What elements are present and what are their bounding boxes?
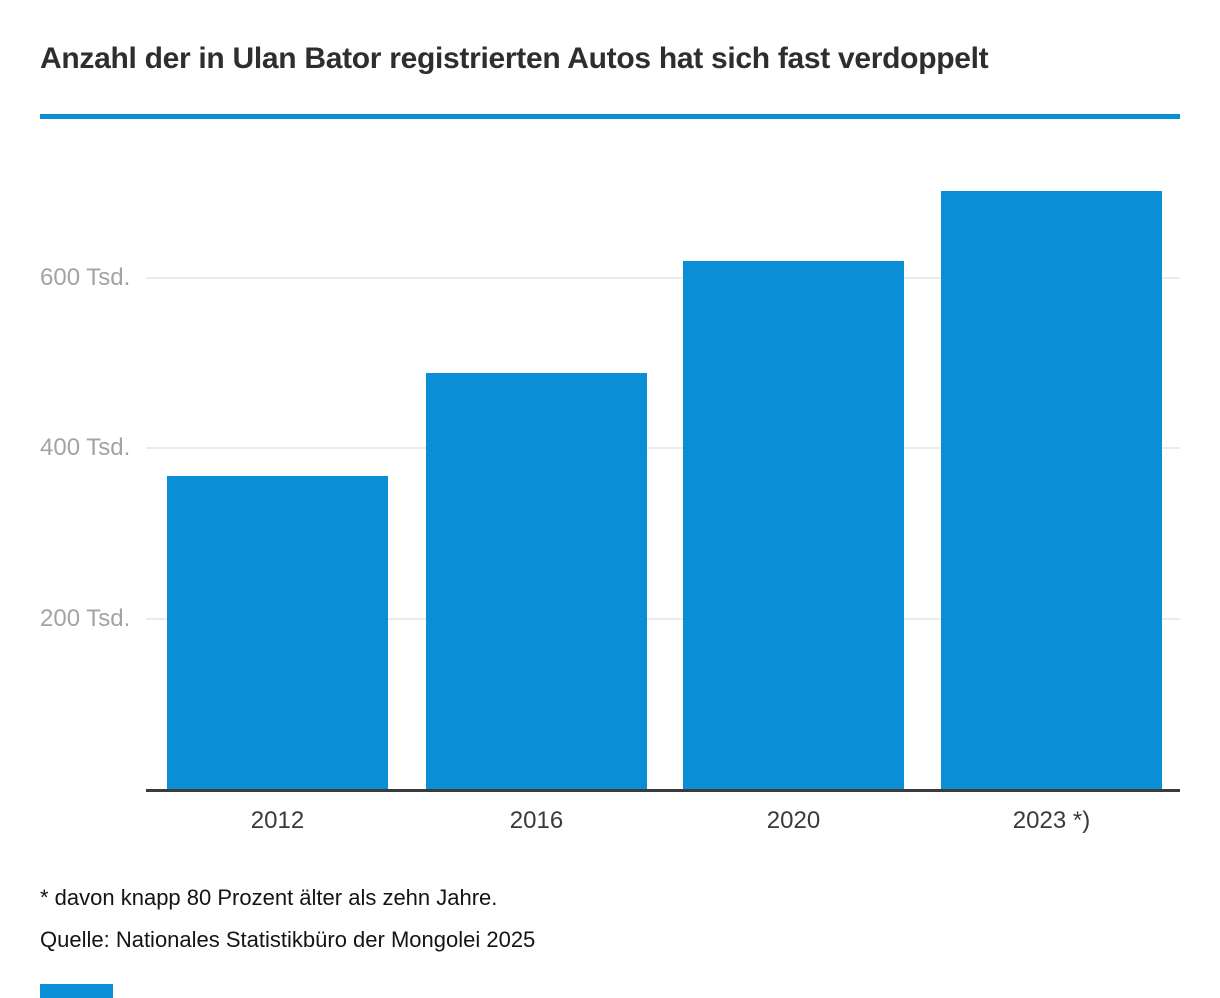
y-axis-tick-label: 400 Tsd. (40, 434, 131, 461)
x-axis-tick-label: 2020 (766, 807, 821, 834)
gridline-200 (146, 617, 1180, 620)
bar-2012 (167, 476, 388, 789)
brand-color-block (40, 984, 113, 998)
gridline-600 (146, 276, 1180, 279)
title-accent-rule (40, 114, 1180, 119)
y-axis-tick-label: 600 Tsd. (40, 263, 131, 291)
bar-2023 (941, 191, 1162, 789)
bar-2016 (426, 372, 647, 789)
x-axis-tick-label: 2016 (509, 807, 564, 834)
chart-footnote: * davon knapp 80 Prozent älter als zehn … (40, 885, 498, 910)
x-axis-tick-label: 2012 (250, 807, 305, 834)
chart-source: Quelle: Nationales Statistikbüro der Mon… (40, 927, 536, 952)
gridline-400 (146, 447, 1180, 449)
bar-2020 (683, 261, 904, 789)
y-axis-tick-label: 200 Tsd. (40, 604, 131, 632)
x-axis-line (146, 789, 1180, 792)
x-axis-tick-label: 2023 *) (1012, 807, 1091, 834)
chart-title: Anzahl der in Ulan Bator registrierten A… (40, 42, 989, 75)
